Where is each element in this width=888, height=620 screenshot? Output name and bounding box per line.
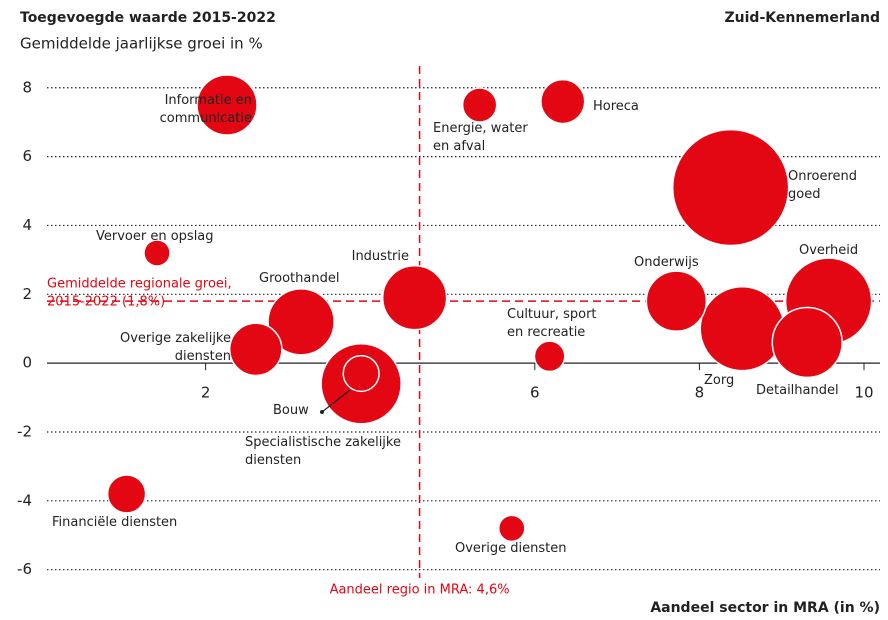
bubble-label: Cultuur, sport en recreatie <box>507 307 597 340</box>
bubble-label: Onderwijs <box>634 255 699 270</box>
bubble <box>267 288 335 356</box>
bubble-label-line: Overige diensten <box>455 541 566 556</box>
bubble <box>540 78 586 125</box>
y-tick-label: 2 <box>22 285 32 303</box>
x-tick-label: 2 <box>201 384 211 402</box>
bubble-label: Overheid <box>799 243 858 258</box>
x-tick-label: 10 <box>854 384 873 402</box>
bubble <box>106 474 147 514</box>
bubble-label-line: Detailhandel <box>756 383 839 398</box>
bubble-label: Energie, water en afval <box>433 121 528 154</box>
bubble-label: Vervoer en opslag <box>96 229 214 244</box>
bubble <box>342 354 380 393</box>
bubble-label-line: Energie, water <box>433 121 528 136</box>
bubble-label: Detailhandel <box>756 383 839 398</box>
bubble-label-line: Groothandel <box>259 271 339 286</box>
bubble <box>771 306 843 379</box>
leader-dot <box>320 410 324 414</box>
y-tick-label: 6 <box>22 147 32 165</box>
bubble-label-line: Onroerend <box>788 169 857 184</box>
bubble <box>497 514 526 543</box>
chart-title: Toegevoegde waarde 2015-2022 <box>20 10 276 26</box>
y-tick-label: -4 <box>17 491 32 509</box>
bubble-label: Groothandel <box>259 271 339 286</box>
bubble <box>381 265 448 331</box>
bubble-label: Overige diensten <box>455 541 566 556</box>
bubble-label-line: en afval <box>433 139 485 154</box>
reference-label: 2015-2022 (1,8%) <box>47 295 165 310</box>
y-tick-label: 0 <box>22 354 32 372</box>
leader-line <box>321 389 351 413</box>
chart-subtitle: Gemiddelde jaarlijkse groei in % <box>20 35 263 53</box>
region: Zuid-Kennemerland <box>725 10 881 26</box>
bubble-label-line: Specialistische zakelijke <box>245 435 401 450</box>
bubble-label-line: Vervoer en opslag <box>96 229 214 244</box>
y-tick-label: -6 <box>17 560 32 578</box>
bubble-label: Financiële diensten <box>52 515 177 530</box>
reference-label: Gemiddelde regionale groei, <box>47 277 232 292</box>
reference-label: Aandeel regio in MRA: 4,6% <box>330 583 510 598</box>
bubble <box>228 322 283 377</box>
bubble-label-line: Informatie en <box>165 93 252 108</box>
bubble <box>196 74 258 136</box>
bubble-label-line: Bouw <box>273 403 309 418</box>
bubble <box>533 340 566 373</box>
x-tick-label: 6 <box>530 384 540 402</box>
bubble <box>143 239 171 267</box>
bubble-label: Industrie <box>352 249 409 264</box>
bubble-label-line: Onderwijs <box>634 255 699 270</box>
bubble-label-line: Cultuur, sport <box>507 307 597 322</box>
bubble-label-line: communicatie <box>160 111 252 126</box>
bubble-label-line: goed <box>788 187 820 202</box>
bubble <box>671 128 790 247</box>
bubble-label: Zorg <box>704 373 734 388</box>
bubble-label-line: Industrie <box>352 249 409 264</box>
y-tick-label: 8 <box>22 78 32 96</box>
bubble-label-line: Horeca <box>593 99 639 114</box>
bubble <box>645 270 708 332</box>
bubble-label: Bouw <box>273 403 309 418</box>
bubble-label: Informatie en communicatie <box>160 93 252 126</box>
bubble-label: Overige zakelijke diensten <box>120 331 231 364</box>
bubble-label-line: Overheid <box>799 243 858 258</box>
y-tick-label: -2 <box>17 422 32 440</box>
x-tick-label: 8 <box>695 384 705 402</box>
bubble-label: Onroerend goed <box>788 169 857 202</box>
bubble-label-line: Zorg <box>704 373 734 388</box>
bubble <box>699 286 785 372</box>
bubble-label: Specialistische zakelijke diensten <box>245 435 401 468</box>
bubble-label-line: Overige zakelijke <box>120 331 231 346</box>
bubble-label-line: Financiële diensten <box>52 515 177 530</box>
x-axis-label: Aandeel sector in MRA (in %) <box>650 600 880 616</box>
bubble-label-line: en recreatie <box>507 325 585 340</box>
y-tick-label: 4 <box>22 216 32 234</box>
bubble-label: Horeca <box>593 99 639 114</box>
bubble-label-line: diensten <box>245 453 301 468</box>
bubble <box>461 87 498 123</box>
bubble-label-line: diensten <box>175 349 231 364</box>
